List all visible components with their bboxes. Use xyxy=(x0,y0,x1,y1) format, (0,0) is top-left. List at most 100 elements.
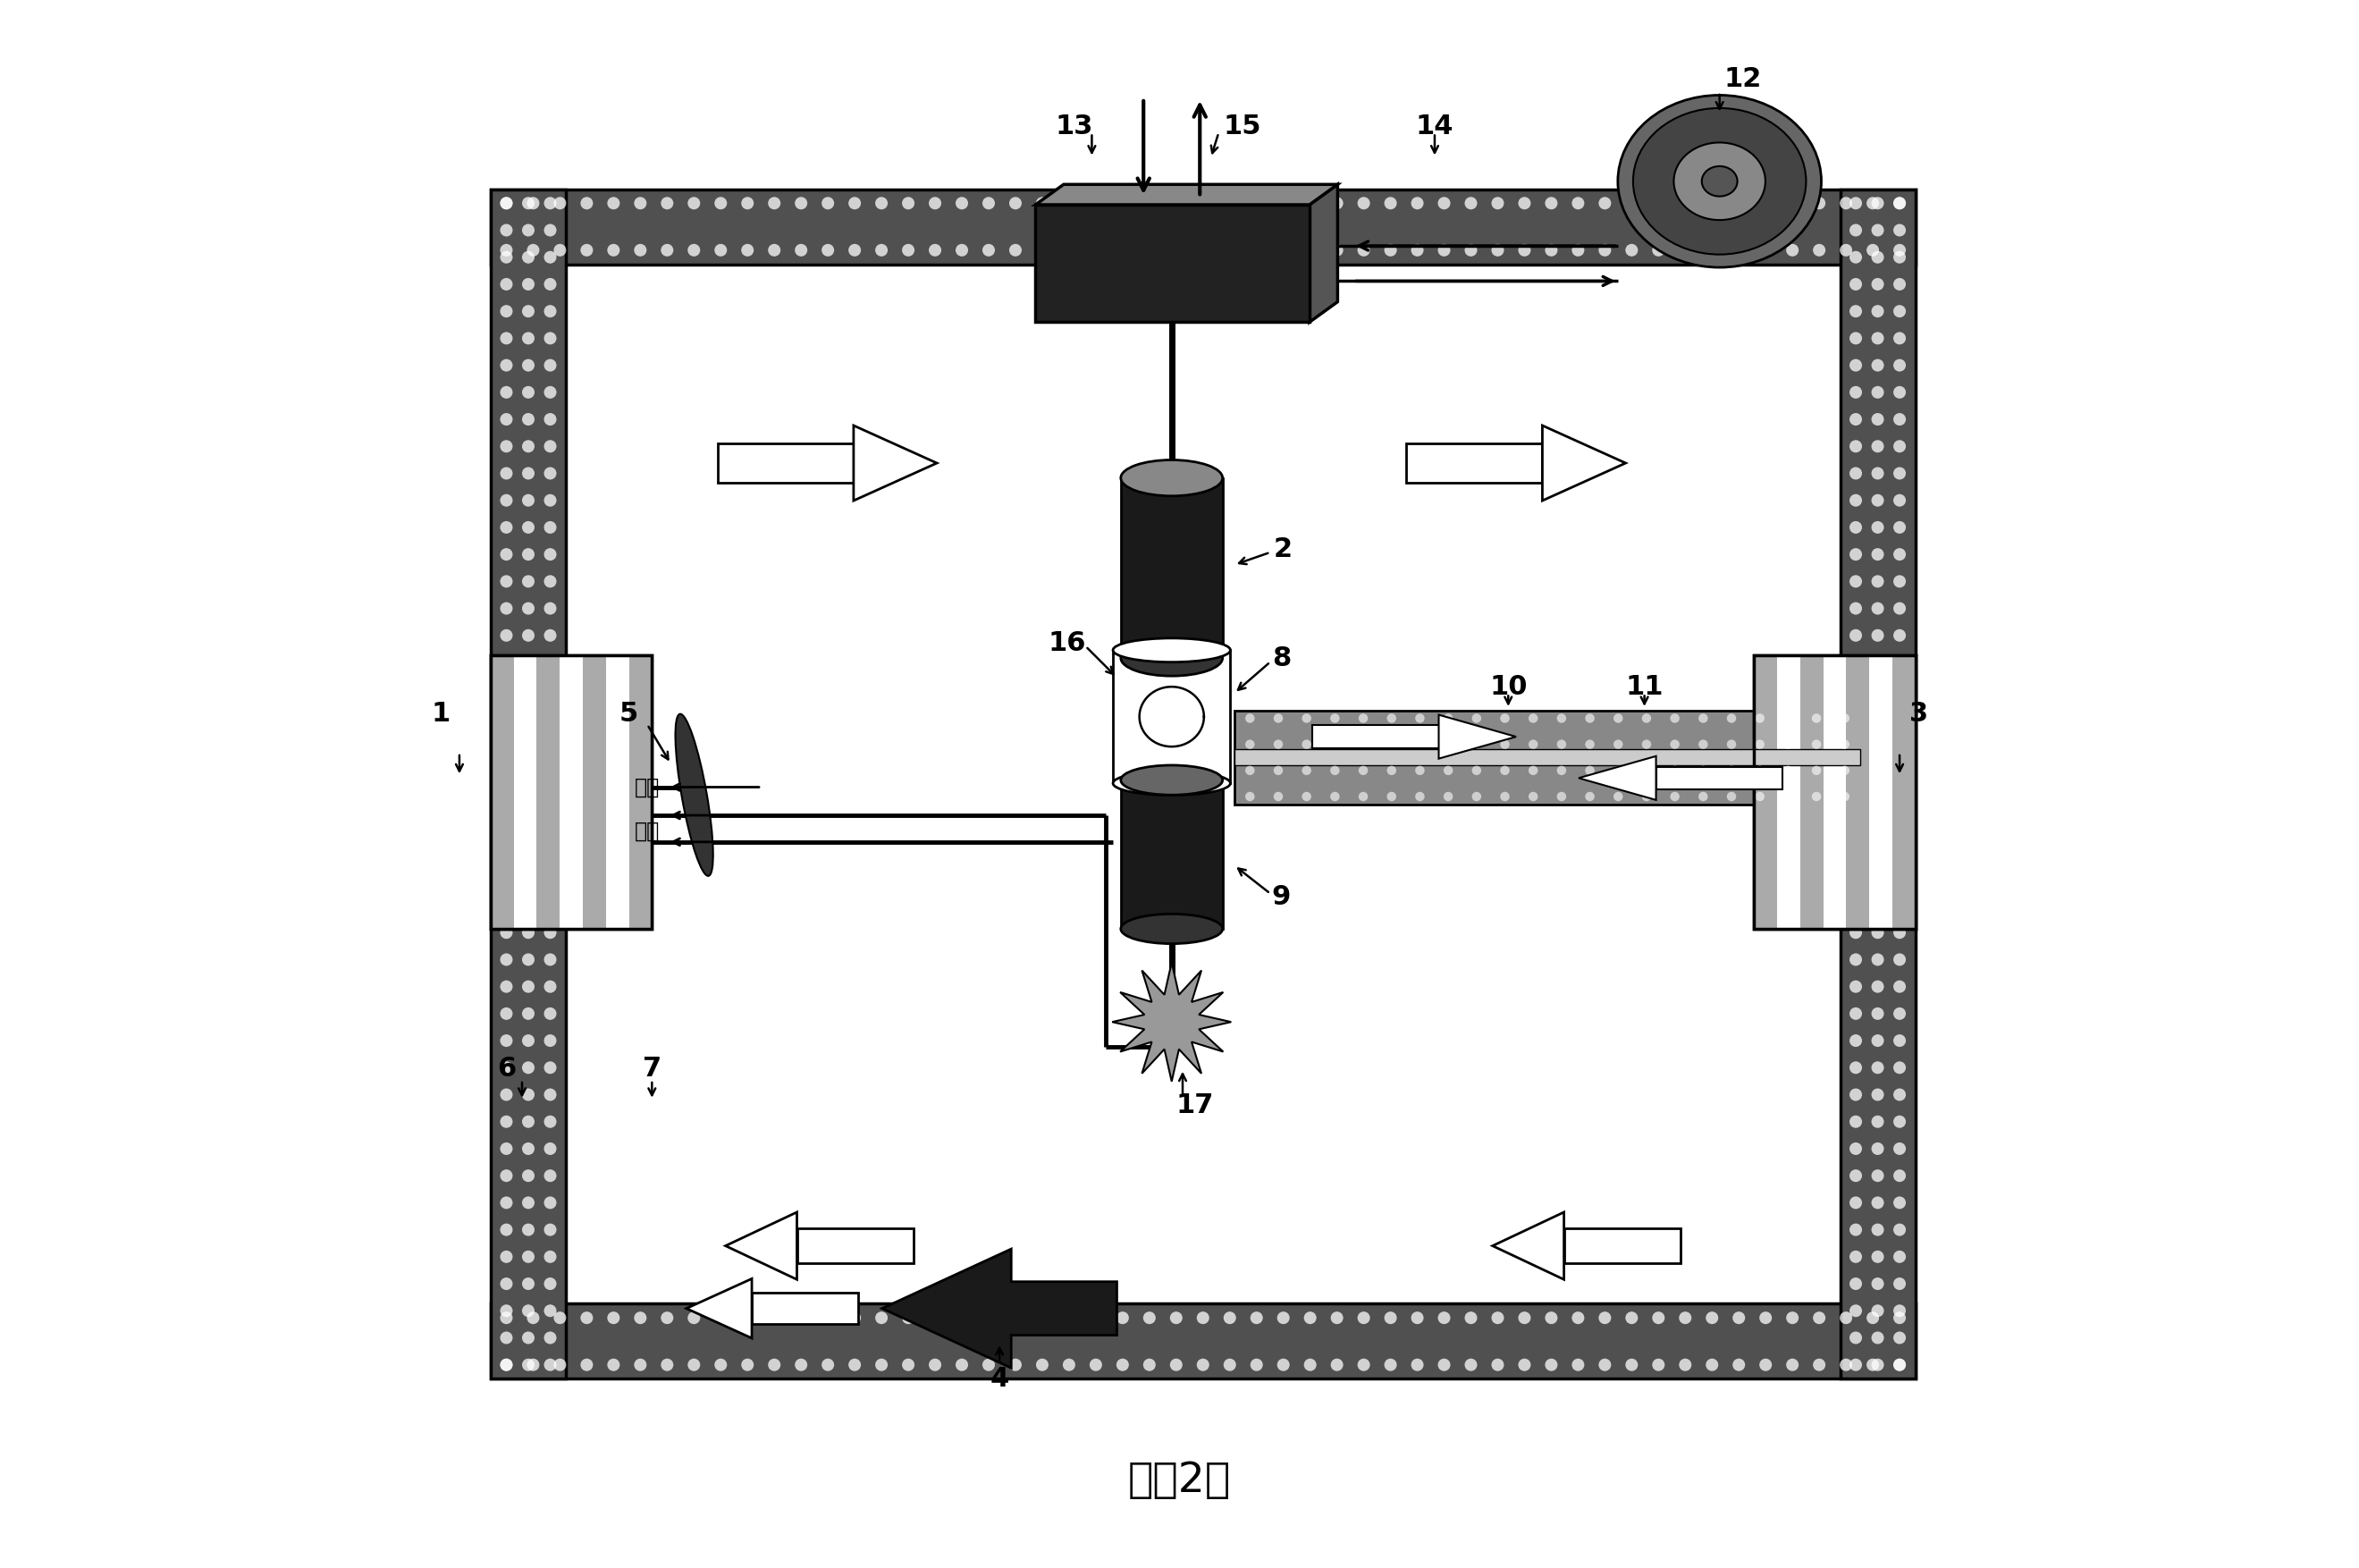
Ellipse shape xyxy=(1701,166,1736,196)
Circle shape xyxy=(1642,792,1651,801)
Circle shape xyxy=(1849,306,1861,317)
Polygon shape xyxy=(1493,1212,1564,1279)
Circle shape xyxy=(1651,198,1665,210)
Circle shape xyxy=(500,251,512,263)
Circle shape xyxy=(1849,575,1861,588)
Circle shape xyxy=(1529,792,1538,801)
Circle shape xyxy=(689,1311,701,1323)
Circle shape xyxy=(521,684,535,696)
Circle shape xyxy=(1871,953,1885,966)
Circle shape xyxy=(500,306,512,317)
Circle shape xyxy=(1849,441,1861,453)
Circle shape xyxy=(1894,1007,1906,1019)
Circle shape xyxy=(1706,198,1717,210)
Circle shape xyxy=(500,441,512,453)
Circle shape xyxy=(1614,765,1623,775)
Circle shape xyxy=(1894,1331,1906,1344)
Circle shape xyxy=(545,792,557,804)
Circle shape xyxy=(1444,713,1453,723)
Circle shape xyxy=(661,245,672,257)
Ellipse shape xyxy=(1113,638,1231,662)
Circle shape xyxy=(1840,245,1852,257)
Circle shape xyxy=(1651,245,1665,257)
Circle shape xyxy=(1411,198,1422,210)
Bar xyxy=(1234,750,1861,765)
Circle shape xyxy=(741,245,755,257)
Circle shape xyxy=(635,1311,646,1323)
Circle shape xyxy=(1116,198,1130,210)
Circle shape xyxy=(1871,1278,1885,1290)
Text: 图（2）: 图（2） xyxy=(1128,1460,1231,1501)
Circle shape xyxy=(500,467,512,480)
Circle shape xyxy=(875,198,887,210)
Polygon shape xyxy=(854,425,937,500)
Circle shape xyxy=(1871,1305,1885,1317)
Circle shape xyxy=(1786,198,1798,210)
Circle shape xyxy=(955,1311,967,1323)
Circle shape xyxy=(1090,1358,1102,1370)
Circle shape xyxy=(741,198,755,210)
Circle shape xyxy=(580,1358,592,1370)
Circle shape xyxy=(1500,713,1510,723)
Circle shape xyxy=(1871,549,1885,561)
Circle shape xyxy=(500,1196,512,1209)
Circle shape xyxy=(1224,198,1236,210)
Circle shape xyxy=(1387,713,1397,723)
Circle shape xyxy=(1444,765,1453,775)
Circle shape xyxy=(1894,359,1906,372)
Polygon shape xyxy=(1406,444,1543,483)
Circle shape xyxy=(821,1311,835,1323)
Circle shape xyxy=(545,1223,557,1236)
Circle shape xyxy=(1614,792,1623,801)
Circle shape xyxy=(545,1035,557,1047)
Circle shape xyxy=(1491,245,1505,257)
Circle shape xyxy=(1840,792,1849,801)
Circle shape xyxy=(1786,1358,1798,1370)
Circle shape xyxy=(981,1311,995,1323)
Circle shape xyxy=(1529,713,1538,723)
Circle shape xyxy=(1849,521,1861,533)
Circle shape xyxy=(500,792,512,804)
Circle shape xyxy=(1642,740,1651,750)
Circle shape xyxy=(929,245,941,257)
Circle shape xyxy=(1894,1196,1906,1209)
Circle shape xyxy=(500,845,512,858)
Circle shape xyxy=(545,549,557,561)
Bar xyxy=(1234,710,1861,804)
Circle shape xyxy=(521,980,535,993)
Circle shape xyxy=(1491,198,1505,210)
Circle shape xyxy=(500,278,512,290)
Circle shape xyxy=(1755,713,1765,723)
Circle shape xyxy=(1894,198,1906,210)
Text: 17: 17 xyxy=(1177,1091,1215,1118)
Circle shape xyxy=(741,1358,755,1370)
Circle shape xyxy=(545,655,557,668)
Circle shape xyxy=(554,198,566,210)
Circle shape xyxy=(1849,224,1861,237)
Circle shape xyxy=(1812,740,1821,750)
Circle shape xyxy=(1894,818,1906,831)
Circle shape xyxy=(661,1358,672,1370)
Bar xyxy=(1892,655,1916,928)
Circle shape xyxy=(1755,792,1765,801)
Bar xyxy=(559,655,583,928)
Circle shape xyxy=(545,1115,557,1127)
Circle shape xyxy=(545,1170,557,1182)
Circle shape xyxy=(500,1062,512,1074)
Circle shape xyxy=(1849,655,1861,668)
Circle shape xyxy=(661,1311,672,1323)
Circle shape xyxy=(500,684,512,696)
Circle shape xyxy=(1894,1358,1906,1370)
Circle shape xyxy=(1894,737,1906,750)
Circle shape xyxy=(545,224,557,237)
Circle shape xyxy=(1760,1358,1772,1370)
Text: 9: 9 xyxy=(1272,884,1290,909)
Circle shape xyxy=(1812,713,1821,723)
Circle shape xyxy=(1651,1311,1665,1323)
Circle shape xyxy=(1849,629,1861,641)
Circle shape xyxy=(1246,740,1255,750)
Circle shape xyxy=(849,198,861,210)
Circle shape xyxy=(1783,740,1793,750)
Bar xyxy=(1800,655,1824,928)
Circle shape xyxy=(981,245,995,257)
